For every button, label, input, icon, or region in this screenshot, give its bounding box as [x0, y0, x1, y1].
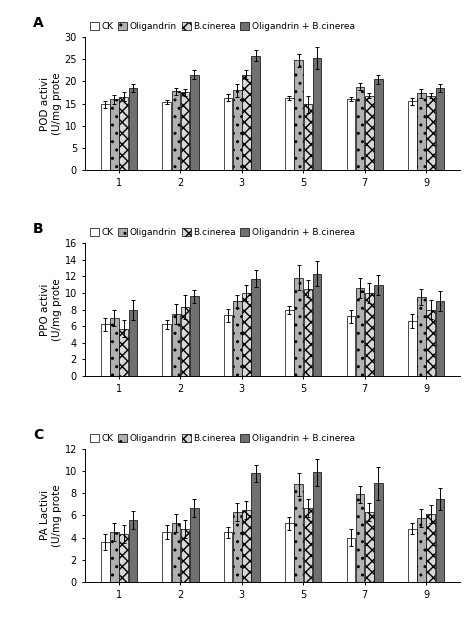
Bar — [436, 88, 444, 170]
Bar — [172, 314, 180, 376]
Bar — [233, 512, 242, 582]
Bar — [251, 474, 260, 582]
Bar — [119, 329, 128, 376]
Bar — [242, 510, 251, 582]
Bar — [436, 499, 444, 582]
Bar — [190, 508, 199, 582]
Bar — [285, 310, 294, 376]
Y-axis label: PA Lactivi
(U/mg prote: PA Lactivi (U/mg prote — [40, 484, 62, 547]
Text: B: B — [33, 222, 44, 236]
Bar — [408, 102, 417, 170]
Bar — [110, 532, 119, 582]
Bar — [233, 301, 242, 376]
Y-axis label: POD activi
(U/mg prote: POD activi (U/mg prote — [40, 72, 62, 135]
Legend: CK, Oligandrin, B.cinerea, Oligandrin + B.cinerea: CK, Oligandrin, B.cinerea, Oligandrin + … — [90, 22, 355, 32]
Bar — [251, 56, 260, 170]
Bar — [190, 297, 199, 376]
Bar — [101, 324, 109, 376]
Bar — [346, 537, 355, 582]
Bar — [374, 79, 383, 170]
Bar — [346, 99, 355, 170]
Bar — [224, 315, 232, 376]
Bar — [294, 278, 303, 376]
Text: C: C — [33, 428, 43, 443]
Legend: CK, Oligandrin, B.cinerea, Oligandrin + B.cinerea: CK, Oligandrin, B.cinerea, Oligandrin + … — [90, 228, 355, 237]
Bar — [181, 529, 190, 582]
Bar — [417, 297, 426, 376]
Bar — [224, 532, 232, 582]
Bar — [313, 274, 321, 376]
Bar — [119, 97, 128, 170]
Bar — [417, 93, 426, 170]
Bar — [251, 279, 260, 376]
Y-axis label: PPO activi
(U/mg prote: PPO activi (U/mg prote — [40, 278, 62, 341]
Bar — [356, 495, 365, 582]
Bar — [242, 75, 251, 170]
Bar — [163, 532, 171, 582]
Bar — [436, 301, 444, 376]
Bar — [233, 90, 242, 170]
Bar — [110, 99, 119, 170]
Bar — [426, 514, 435, 582]
Bar — [128, 520, 137, 582]
Bar — [356, 288, 365, 376]
Bar — [303, 105, 312, 170]
Bar — [408, 321, 417, 376]
Bar — [365, 293, 374, 376]
Bar — [163, 324, 171, 376]
Bar — [374, 285, 383, 376]
Bar — [426, 95, 435, 170]
Bar — [313, 472, 321, 582]
Bar — [242, 293, 251, 376]
Bar — [374, 483, 383, 582]
Bar — [190, 75, 199, 170]
Bar — [128, 310, 137, 376]
Bar — [365, 512, 374, 582]
Bar — [417, 517, 426, 582]
Bar — [224, 98, 232, 170]
Bar — [346, 316, 355, 376]
Bar — [285, 98, 294, 170]
Legend: CK, Oligandrin, B.cinerea, Oligandrin + B.cinerea: CK, Oligandrin, B.cinerea, Oligandrin + … — [90, 434, 355, 443]
Bar — [101, 542, 109, 582]
Bar — [119, 534, 128, 582]
Bar — [172, 523, 180, 582]
Bar — [181, 92, 190, 170]
Bar — [356, 87, 365, 170]
Bar — [110, 318, 119, 376]
Bar — [303, 508, 312, 582]
Bar — [303, 288, 312, 376]
Bar — [172, 91, 180, 170]
Text: A: A — [33, 17, 44, 30]
Bar — [294, 485, 303, 582]
Bar — [163, 102, 171, 170]
Bar — [365, 95, 374, 170]
Bar — [408, 529, 417, 582]
Bar — [285, 523, 294, 582]
Bar — [426, 310, 435, 376]
Bar — [294, 60, 303, 170]
Bar — [181, 307, 190, 376]
Bar — [128, 88, 137, 170]
Bar — [101, 105, 109, 170]
Bar — [313, 58, 321, 170]
